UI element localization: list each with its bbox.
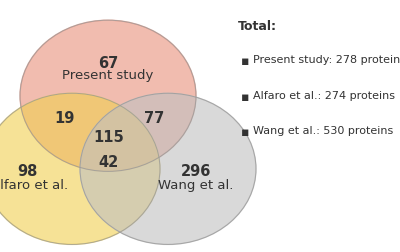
Text: ▪: ▪: [241, 91, 250, 104]
Text: 115: 115: [94, 130, 124, 145]
Ellipse shape: [0, 93, 160, 244]
Ellipse shape: [20, 20, 196, 171]
Ellipse shape: [80, 93, 256, 244]
Text: Alfaro et al.: Alfaro et al.: [0, 179, 68, 192]
Text: 67: 67: [98, 55, 118, 71]
Text: 98: 98: [17, 164, 37, 179]
Text: Total:: Total:: [238, 20, 277, 33]
Text: 42: 42: [99, 155, 119, 170]
Text: 77: 77: [144, 111, 164, 126]
Text: ▪: ▪: [241, 55, 250, 69]
Text: 19: 19: [54, 111, 74, 126]
Text: Present study: Present study: [62, 69, 154, 82]
Text: 296: 296: [181, 164, 211, 179]
Text: ▪: ▪: [241, 126, 250, 139]
Text: Wang et al.: 530 proteins: Wang et al.: 530 proteins: [253, 126, 394, 136]
Text: Wang et al.: Wang et al.: [158, 179, 234, 192]
Text: Present study: 278 proteins: Present study: 278 proteins: [253, 55, 400, 66]
Text: Alfaro et al.: 274 proteins: Alfaro et al.: 274 proteins: [253, 91, 395, 101]
